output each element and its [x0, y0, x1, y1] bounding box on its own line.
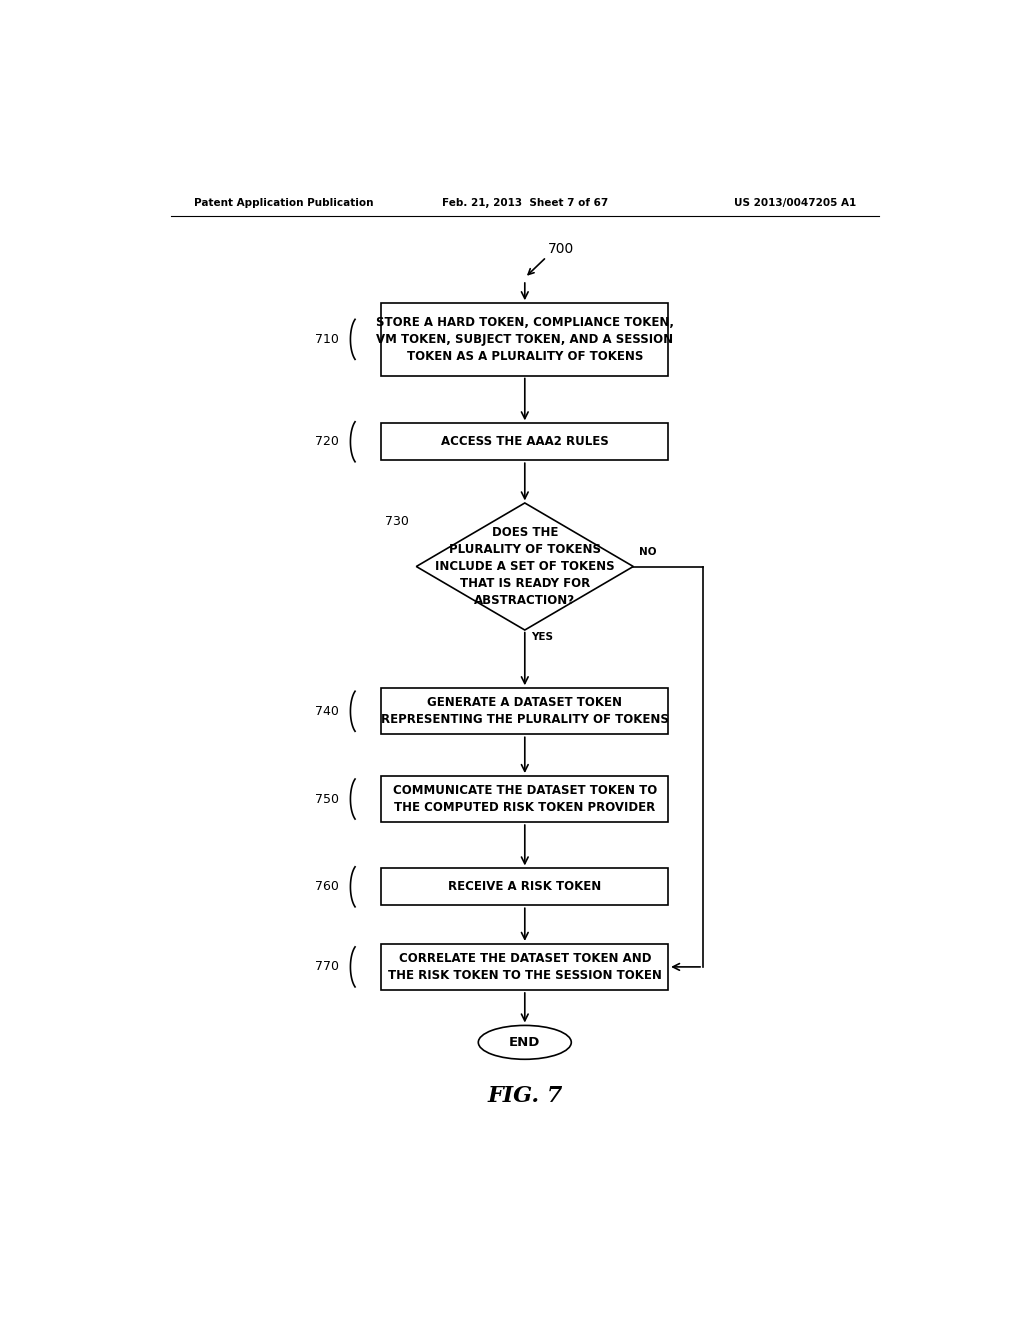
Bar [381, 944, 669, 990]
Text: DOES THE
PLURALITY OF TOKENS
INCLUDE A SET OF TOKENS
THAT IS READY FOR
ABSTRACTI: DOES THE PLURALITY OF TOKENS INCLUDE A S… [435, 525, 614, 607]
Bar [381, 869, 669, 906]
Text: GENERATE A DATASET TOKEN
REPRESENTING THE PLURALITY OF TOKENS: GENERATE A DATASET TOKEN REPRESENTING TH… [381, 696, 669, 726]
Text: US 2013/0047205 A1: US 2013/0047205 A1 [734, 198, 856, 209]
Text: 740: 740 [315, 705, 339, 718]
Text: STORE A HARD TOKEN, COMPLIANCE TOKEN,
VM TOKEN, SUBJECT TOKEN, AND A SESSION
TOK: STORE A HARD TOKEN, COMPLIANCE TOKEN, VM… [376, 315, 674, 363]
Text: YES: YES [531, 632, 553, 642]
Text: Feb. 21, 2013  Sheet 7 of 67: Feb. 21, 2013 Sheet 7 of 67 [441, 198, 608, 209]
Bar [381, 424, 669, 461]
Text: 750: 750 [314, 792, 339, 805]
Text: END: END [509, 1036, 541, 1049]
Bar [381, 302, 669, 376]
Polygon shape [417, 503, 633, 630]
Bar [381, 776, 669, 822]
Text: RECEIVE A RISK TOKEN: RECEIVE A RISK TOKEN [449, 880, 601, 894]
Text: ACCESS THE AAA2 RULES: ACCESS THE AAA2 RULES [441, 436, 608, 449]
Ellipse shape [478, 1026, 571, 1059]
Text: 770: 770 [314, 961, 339, 973]
Text: 700: 700 [548, 243, 574, 256]
Text: CORRELATE THE DATASET TOKEN AND
THE RISK TOKEN TO THE SESSION TOKEN: CORRELATE THE DATASET TOKEN AND THE RISK… [388, 952, 662, 982]
Text: 710: 710 [315, 333, 339, 346]
Text: COMMUNICATE THE DATASET TOKEN TO
THE COMPUTED RISK TOKEN PROVIDER: COMMUNICATE THE DATASET TOKEN TO THE COM… [392, 784, 657, 814]
Text: 730: 730 [385, 515, 409, 528]
Text: FIG. 7: FIG. 7 [487, 1085, 562, 1107]
Text: Patent Application Publication: Patent Application Publication [194, 198, 374, 209]
Text: 720: 720 [315, 436, 339, 449]
Text: NO: NO [640, 548, 657, 557]
Text: 760: 760 [315, 880, 339, 894]
Bar [381, 688, 669, 734]
